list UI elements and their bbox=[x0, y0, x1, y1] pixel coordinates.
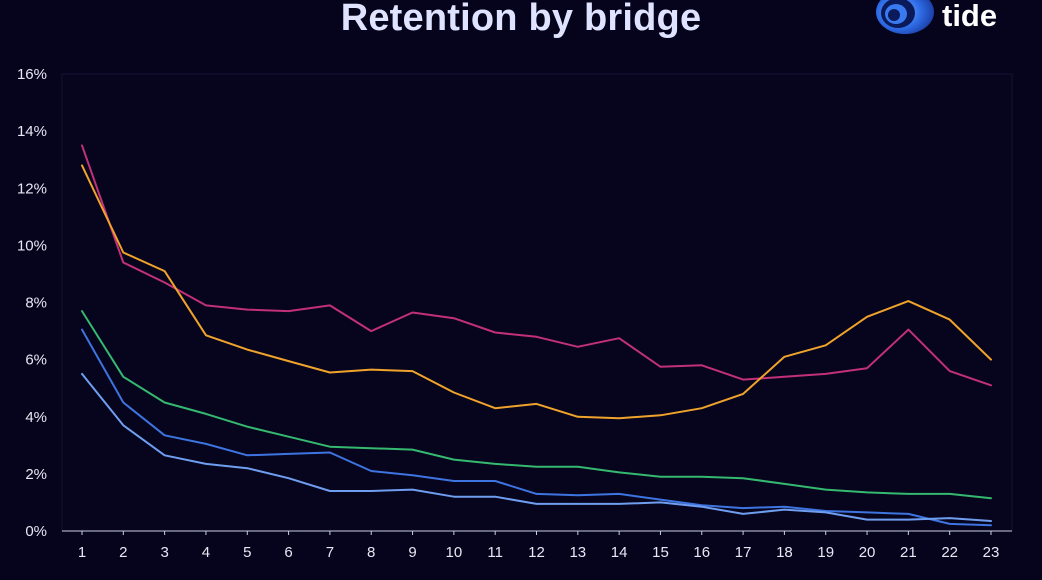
x-tick-label: 1 bbox=[78, 544, 86, 561]
x-tick-label: 13 bbox=[569, 544, 586, 561]
x-tick-label: 6 bbox=[284, 544, 292, 561]
x-tick-label: 5 bbox=[243, 544, 251, 561]
x-tick-label: 16 bbox=[693, 544, 710, 561]
y-tick-label: 0% bbox=[25, 523, 47, 540]
x-tick-label: 4 bbox=[202, 544, 210, 561]
series-line-green bbox=[81, 310, 992, 500]
y-tick-label: 4% bbox=[25, 409, 47, 426]
x-tick-label: 3 bbox=[160, 544, 168, 561]
x-tick-label: 20 bbox=[859, 544, 876, 561]
x-tick-label: 12 bbox=[528, 544, 545, 561]
series-lines bbox=[81, 144, 992, 527]
x-tick-label: 2 bbox=[119, 544, 127, 561]
series-line-orange bbox=[81, 164, 992, 420]
y-tick-label: 14% bbox=[17, 123, 47, 140]
x-tick-label: 17 bbox=[735, 544, 752, 561]
brand-logo: tide bbox=[874, 0, 1024, 36]
y-tick-label: 8% bbox=[25, 295, 47, 312]
plot-area bbox=[61, 73, 1013, 532]
x-tick-label: 22 bbox=[941, 544, 958, 561]
x-axis-ticks: 1 2 3 4 5 6 7 8 9 10 11 12 13 14 15 16 17 18 19 20 21 22 23 bbox=[78, 531, 1000, 561]
chart-title: Retention by bridge bbox=[340, 0, 702, 39]
y-tick-label: 6% bbox=[25, 352, 47, 369]
y-tick-label: 2% bbox=[25, 466, 47, 483]
brand-name: tide bbox=[942, 0, 998, 33]
y-tick-label: 16% bbox=[17, 66, 47, 83]
y-tick-label: 10% bbox=[17, 237, 47, 254]
x-tick-label: 7 bbox=[326, 544, 334, 561]
x-tick-label: 14 bbox=[611, 544, 628, 561]
series-line-light-blue bbox=[81, 372, 992, 522]
x-tick-label: 9 bbox=[408, 544, 416, 561]
y-tick-label: 12% bbox=[17, 180, 47, 197]
x-tick-label: 8 bbox=[367, 544, 375, 561]
x-tick-label: 18 bbox=[776, 544, 793, 561]
x-tick-label: 21 bbox=[900, 544, 917, 561]
series-line-blue bbox=[81, 328, 992, 527]
x-tick-label: 19 bbox=[817, 544, 834, 561]
y-axis-ticks: 0% 2% 4% 6% 8% 10% 12% 14% 16% bbox=[17, 66, 47, 540]
tide-logo-icon bbox=[876, 0, 934, 34]
x-tick-label: 11 bbox=[487, 544, 503, 561]
x-tick-label: 23 bbox=[983, 544, 1000, 561]
x-tick-label: 10 bbox=[446, 544, 463, 561]
x-tick-label: 15 bbox=[652, 544, 669, 561]
series-line-magenta bbox=[81, 144, 992, 387]
